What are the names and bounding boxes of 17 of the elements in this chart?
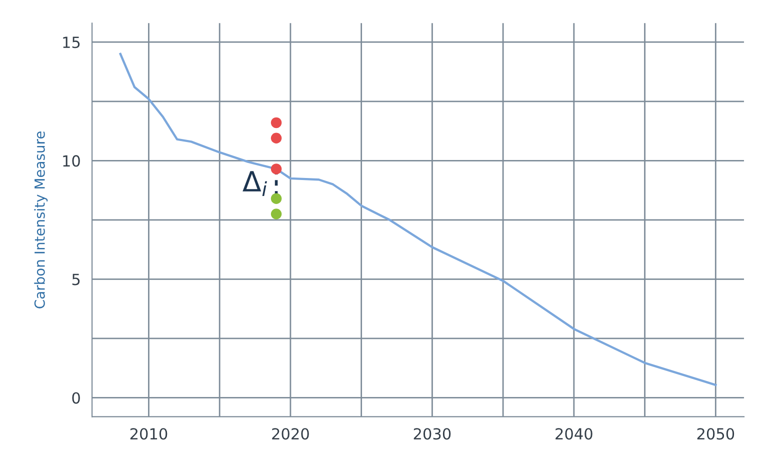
y-tick-label: 0	[72, 392, 80, 404]
point	[270, 193, 282, 204]
point	[270, 117, 282, 128]
line-series	[119, 52, 717, 386]
x-tick-label: 2010	[130, 428, 168, 440]
x-tick-label: 2050	[697, 428, 734, 440]
point	[270, 132, 282, 144]
y-axis-title: Carbon Intensity Measure	[34, 131, 48, 308]
point	[270, 208, 282, 220]
y-tick-label: 5	[72, 274, 80, 286]
x-tick-label: 2030	[414, 428, 451, 440]
x-tick-label: 2020	[272, 428, 309, 440]
point	[270, 164, 282, 174]
y-tick-label: 15	[63, 36, 80, 48]
y-tick-label: 10	[63, 155, 80, 167]
annotation: Δ$_{i}$	[242, 171, 267, 196]
x-tick-label: 2040	[556, 428, 592, 440]
